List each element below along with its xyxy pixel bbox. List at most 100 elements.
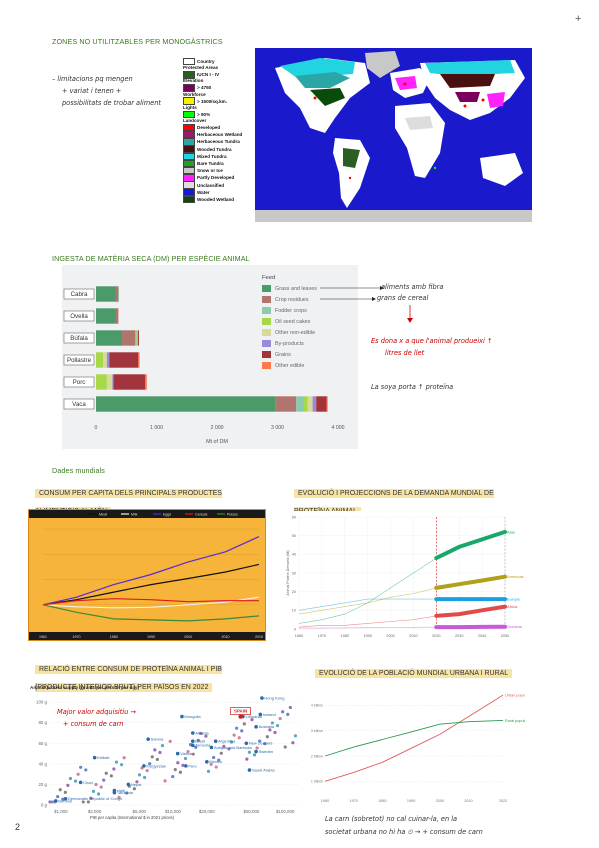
- legend-label: Herbaceous Wetland: [197, 132, 243, 138]
- point-label: Australia: [259, 724, 275, 729]
- population-chart-panel: 1 billion 2 billion 3 billion 4 billion 1960…: [303, 684, 534, 806]
- category-label-box: [63, 288, 95, 300]
- category-label: Ovella: [63, 310, 95, 322]
- legend-item: Wooded Wetland: [183, 195, 255, 204]
- point-label: Antigua and Barbuda: [214, 745, 252, 750]
- x-axis-label: PIB per capita (International $ in 2021 …: [90, 815, 175, 820]
- x-tick-label: 2030: [455, 634, 463, 638]
- x-tick-label: 2010: [409, 634, 417, 638]
- bar-segment: [96, 352, 104, 368]
- scatter-point: [288, 705, 292, 710]
- scatter-point: [283, 745, 287, 749]
- legend-swatch: [183, 195, 195, 204]
- legend-group-heading: Lights: [183, 104, 197, 110]
- scatter-point: [79, 765, 83, 769]
- note-line: + consum de carn: [63, 720, 124, 728]
- note-soy-protein: La soya porta ↑ proteïna: [371, 383, 454, 391]
- scatter-point: [66, 783, 70, 788]
- scatter-point: [190, 731, 195, 735]
- scatter-point: [171, 774, 175, 779]
- x-tick-label: 2000: [436, 799, 444, 803]
- point-label: Democratic Republic of Congo: [68, 796, 123, 801]
- point-label: Armenia: [195, 743, 211, 748]
- scatter-point: [117, 795, 121, 799]
- point-label: Chad: [83, 780, 93, 785]
- dm-intake-chart: Cabra Ovella Búfala Pollastre Porc Vaca 0 1 000…: [63, 286, 345, 445]
- scatter-point: [244, 741, 249, 746]
- scatter-point: [270, 721, 275, 725]
- scatter-point: [181, 763, 185, 767]
- scatter-point: [178, 770, 182, 774]
- scatter-point: [119, 763, 124, 767]
- series-line: [324, 719, 504, 757]
- scatter-point: [232, 733, 236, 737]
- bar-segment: [106, 352, 110, 368]
- x-tick-label: 0: [95, 425, 98, 431]
- scatter-point: [142, 764, 146, 768]
- legend-swatch: [183, 110, 195, 119]
- note-urban-meat: La carn (sobretot) no cal cuinar-la, en …: [325, 813, 483, 839]
- feed-legend-title: Feed: [262, 275, 276, 281]
- category-label: Cabra: [63, 288, 95, 300]
- note-line: + variat i tenen +: [62, 87, 122, 95]
- legend-group-heading: Protected Areas: [183, 65, 219, 71]
- scatter-point: [214, 765, 218, 769]
- scatter-point: [160, 743, 165, 748]
- legend-label: Meat: [99, 513, 107, 517]
- feed-legend-item: Fodder crops: [262, 305, 317, 316]
- scatter-point: [245, 757, 249, 761]
- x-tick-label: $20,000: [199, 809, 215, 814]
- scatter-point: [275, 723, 280, 728]
- x-tick-label: 1960: [295, 634, 303, 638]
- legend-label: Mixed Tundra: [197, 153, 227, 159]
- projection-band: [434, 574, 507, 590]
- down-arrow-icon: [407, 305, 413, 323]
- scatter-point: [235, 726, 239, 730]
- scatter-point: [206, 769, 211, 773]
- scatter-point: [240, 729, 244, 733]
- feed-legend-label: Oil seed cakes: [275, 318, 311, 325]
- note-milk-production: Es dona x a que l'animal produeixi ↑ lit…: [371, 335, 493, 359]
- history-line: [299, 626, 437, 629]
- bar-segment: [137, 330, 139, 346]
- legend-label: > 4750: [197, 85, 212, 91]
- y-tick-label: 60: [292, 515, 296, 519]
- scatter-point: [204, 734, 208, 738]
- scatter-point: [155, 757, 159, 762]
- legend-item: Herbaceous Wetland: [183, 130, 255, 139]
- x-tick-label: 2019: [255, 635, 263, 639]
- category-label-text: Pollastre: [67, 357, 92, 364]
- legend-swatch: [183, 130, 195, 139]
- legend-label: Herbaceous Tundra: [197, 139, 240, 145]
- x-tick-label: 1990: [363, 634, 371, 638]
- point-label: Brazil: [195, 739, 205, 744]
- x-axis-label: Mt of DM: [206, 439, 228, 445]
- scatter-point: [229, 740, 234, 744]
- point-label: SPAIN: [234, 709, 247, 714]
- x-tick-label: 1970: [349, 799, 357, 803]
- x-tick-label: $10,000: [165, 809, 181, 814]
- bar-segment: [307, 396, 313, 412]
- scatter-point: [213, 739, 218, 744]
- bar-segment: [96, 396, 276, 412]
- series-label: Asia: [507, 529, 516, 534]
- scatter-point: [219, 751, 223, 755]
- point-label: Saudi Arabia: [252, 767, 275, 772]
- feed-legend-item: Grass and leaves: [262, 283, 317, 294]
- legend-strip: [29, 510, 265, 518]
- legend-group-heading: Elevation: [183, 78, 204, 84]
- category-label-text: Porc: [73, 379, 86, 386]
- note-line: La carn (sobretot) no cal cuinar-la, en …: [325, 815, 458, 823]
- x-tick-label: 2 000: [211, 425, 224, 431]
- y-tick-label: 60 g: [38, 741, 47, 746]
- category-label-text: Cabra: [71, 291, 88, 298]
- scatter-point: [126, 782, 131, 787]
- bar-segment: [115, 308, 119, 324]
- legend-label: Bare Tundra: [197, 160, 224, 166]
- point-label: Mexico: [209, 759, 222, 764]
- legend-swatch: [183, 138, 195, 146]
- category-label-box: [63, 332, 95, 344]
- point-label: Mongolia: [184, 714, 201, 719]
- world-landcover-map: [255, 48, 532, 222]
- scatter-point: [263, 742, 267, 746]
